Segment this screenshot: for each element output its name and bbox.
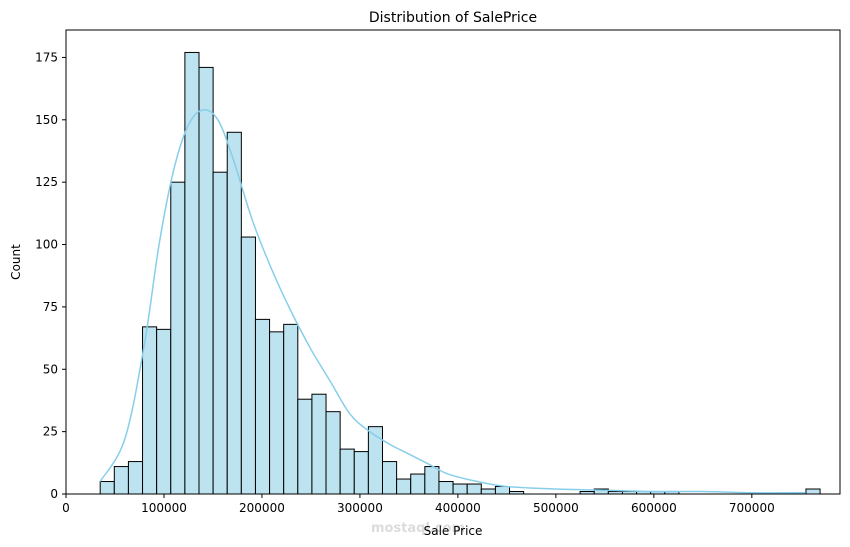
histogram-bar — [156, 328, 172, 495]
kde-curve — [99, 108, 806, 494]
watermark-text: mostaql.com — [371, 521, 465, 536]
histogram-bar — [254, 318, 271, 495]
histogram-bar — [339, 448, 355, 495]
y-axis-ticks: 0 25 50 75 100 125 150 175 — [35, 50, 66, 501]
watermark: mostaql.com — [371, 521, 465, 536]
histogram-bar — [438, 481, 454, 495]
y-tick-label: 175 — [35, 50, 58, 64]
histogram-bar — [325, 411, 341, 495]
histogram-bar — [805, 488, 821, 495]
bars-group — [99, 51, 821, 495]
x-tick-label: 700000 — [729, 501, 775, 515]
x-axis-title: Sale Price — [424, 524, 483, 538]
x-tick-label: 100000 — [141, 501, 187, 515]
histogram-bar — [381, 461, 398, 495]
histogram-bar — [240, 236, 256, 495]
chart-title: Distribution of SalePrice — [369, 10, 537, 26]
histogram-bar — [311, 393, 327, 495]
y-tick-label: 150 — [35, 113, 58, 127]
histogram-bar — [494, 486, 511, 495]
y-tick-label: 25 — [43, 425, 58, 439]
y-tick-label: 125 — [35, 175, 58, 189]
histogram-bar — [353, 451, 369, 495]
histogram-bar — [367, 426, 383, 495]
histogram-bar — [283, 323, 299, 495]
histogram-bar — [198, 66, 214, 495]
histogram-bar — [396, 478, 412, 495]
histogram-bar — [170, 181, 186, 495]
histogram-bar — [297, 398, 313, 495]
y-axis-title: Count — [9, 244, 23, 280]
histogram-bar — [127, 461, 144, 495]
y-tick-label: 0 — [50, 487, 58, 501]
histogram-bar — [410, 473, 426, 495]
y-tick-label: 100 — [35, 238, 58, 252]
plot-frame — [65, 29, 841, 495]
histogram-bar — [212, 171, 228, 495]
histogram-bar — [113, 466, 129, 495]
x-axis-ticks: 0 100000 200000 300000 400000 500000 600000 700… — [62, 494, 775, 515]
histogram-bar — [466, 483, 482, 495]
histogram-bar — [480, 488, 496, 495]
histogram-bar — [424, 466, 440, 495]
x-tick-label: 500000 — [533, 501, 579, 515]
histogram-bar — [142, 326, 158, 495]
x-tick-label: 300000 — [337, 501, 383, 515]
histogram-bar — [269, 331, 285, 495]
x-tick-label: 200000 — [239, 501, 285, 515]
x-tick-label: 600000 — [631, 501, 677, 515]
histogram-bar — [226, 131, 242, 495]
x-tick-label: 400000 — [435, 501, 481, 515]
y-tick-label: 50 — [43, 362, 58, 376]
x-tick-label: 0 — [62, 501, 70, 515]
y-tick-label: 75 — [43, 300, 58, 314]
histogram-bar — [99, 481, 115, 495]
histogram-bar — [452, 483, 468, 495]
